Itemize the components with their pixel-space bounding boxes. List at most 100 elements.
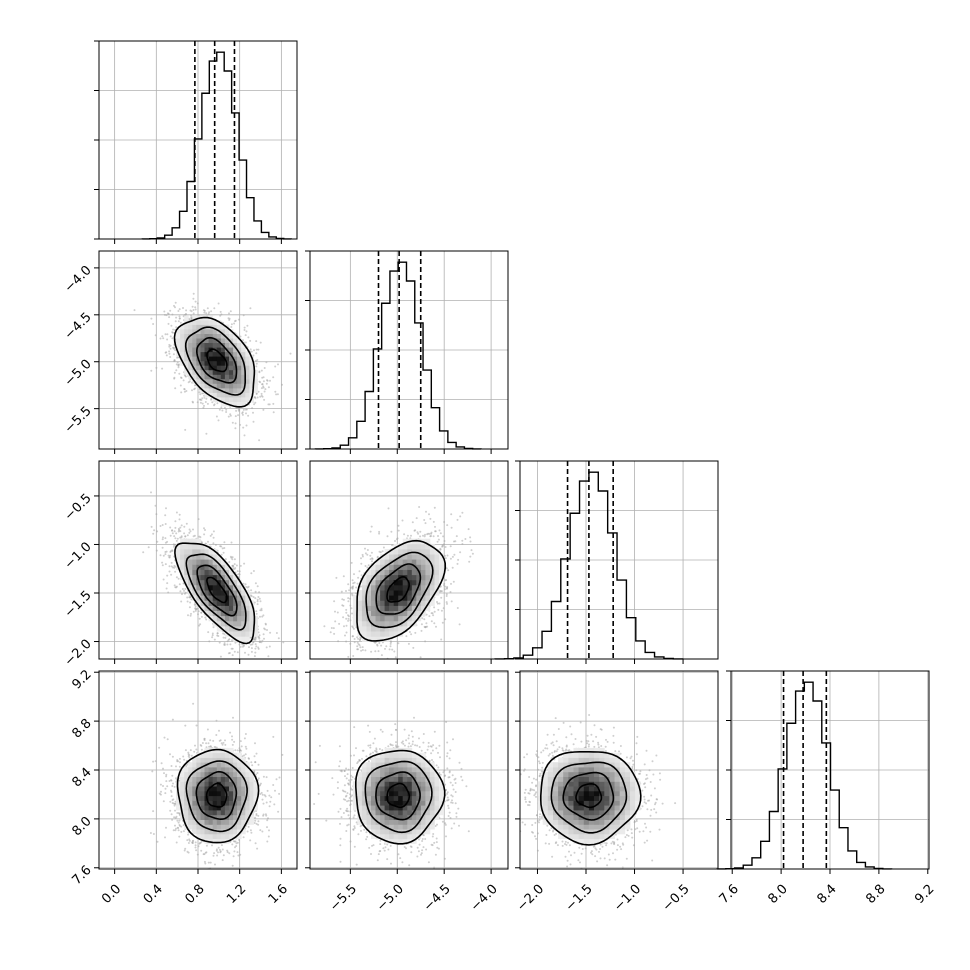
density-cell [253, 369, 258, 375]
scatter-point [222, 551, 225, 554]
density-cell [196, 338, 201, 343]
density-cell [241, 347, 246, 353]
scatter-point [260, 392, 263, 395]
density-cell [196, 320, 201, 325]
scatter-point [175, 326, 178, 329]
density-cell [212, 388, 218, 393]
scatter-point [258, 597, 261, 600]
density-cell [200, 333, 205, 339]
scatter-point [225, 408, 228, 411]
scatter-point [262, 376, 265, 379]
density-cell [229, 338, 234, 343]
density-cell [196, 360, 201, 366]
scatter-point [210, 533, 213, 536]
scatter-point [224, 636, 227, 639]
scatter-point [173, 566, 176, 569]
scatter-point [231, 639, 233, 642]
density-cell [241, 378, 246, 384]
panel-frame [309, 250, 509, 450]
scatter-point [174, 349, 177, 352]
scatter-point [252, 411, 254, 414]
scatter-point [263, 677, 265, 679]
density-cell [245, 388, 250, 393]
scatter-point [168, 316, 171, 319]
scatter-point [164, 514, 167, 517]
scatter-point [262, 614, 265, 617]
scatter-point [239, 564, 242, 567]
scatter-point [272, 402, 275, 405]
scatter-point [161, 524, 164, 526]
density-cell [220, 360, 226, 366]
y-tick-label-1-3: −4.0 [62, 263, 95, 296]
density-cell [192, 347, 197, 353]
density-cell [253, 388, 258, 393]
density-cell [208, 351, 214, 357]
density-cell [229, 401, 234, 407]
scatter-point [243, 562, 246, 565]
scatter-point [215, 415, 218, 418]
scatter-point [162, 578, 165, 581]
scatter-point [253, 638, 256, 641]
scatter-point [247, 336, 250, 339]
density-cell [237, 338, 242, 343]
scatter-point [261, 639, 264, 642]
scatter-point [213, 403, 216, 406]
density-cell [237, 388, 242, 393]
scatter-point [190, 598, 193, 601]
scatter-point [243, 329, 246, 331]
scatter-point [174, 387, 177, 390]
density-cell [184, 351, 189, 357]
scatter-point [222, 632, 225, 635]
density-cell [224, 383, 230, 389]
scatter-point [243, 326, 246, 329]
scatter-point [260, 369, 263, 372]
scatter-point [200, 541, 203, 544]
scatter-point [255, 674, 257, 676]
scatter-point [265, 382, 268, 385]
scatter-panel-0-1: −5.5−5.0−4.5−4.0 [62, 250, 298, 454]
scatter-point [244, 651, 246, 654]
scatter-point [247, 585, 250, 588]
density-cell [241, 374, 246, 380]
scatter-point [175, 363, 178, 366]
scatter-point [183, 532, 186, 535]
scatter-point [188, 531, 191, 534]
density-cell [188, 329, 193, 334]
density-cell [237, 374, 242, 380]
scatter-point [174, 537, 177, 540]
density-cell [188, 356, 193, 362]
scatter-point [241, 645, 244, 648]
scatter-point [194, 607, 196, 610]
scatter-point [172, 543, 175, 546]
scatter-point [175, 532, 178, 535]
scatter-point [169, 526, 172, 529]
scatter-point [164, 563, 167, 566]
density-cell [212, 329, 218, 334]
scatter-point [169, 554, 172, 557]
scatter-point [173, 545, 175, 548]
scatter-point [165, 354, 168, 357]
density-cell [212, 356, 218, 362]
density-cell [184, 356, 189, 362]
scatter-point [211, 636, 214, 639]
scatter-point [181, 588, 184, 590]
scatter-point [168, 350, 171, 353]
scatter-point [259, 600, 262, 603]
scatter-point [171, 337, 174, 340]
scatter-point [239, 335, 242, 338]
scatter-point [150, 317, 153, 320]
density-cell [229, 397, 234, 402]
scatter-point [263, 398, 266, 401]
scatter-point [172, 346, 174, 349]
scatter-point [173, 359, 176, 362]
density-cell [216, 338, 222, 343]
scatter-point [174, 586, 177, 589]
histogram-panel-0 [94, 40, 298, 244]
scatter-point [234, 427, 237, 430]
scatter-point [173, 371, 176, 374]
scatter-point [220, 313, 223, 316]
scatter-point [178, 317, 181, 320]
scatter-point [233, 650, 236, 653]
density-cell [216, 333, 222, 339]
scatter-point [155, 513, 158, 516]
